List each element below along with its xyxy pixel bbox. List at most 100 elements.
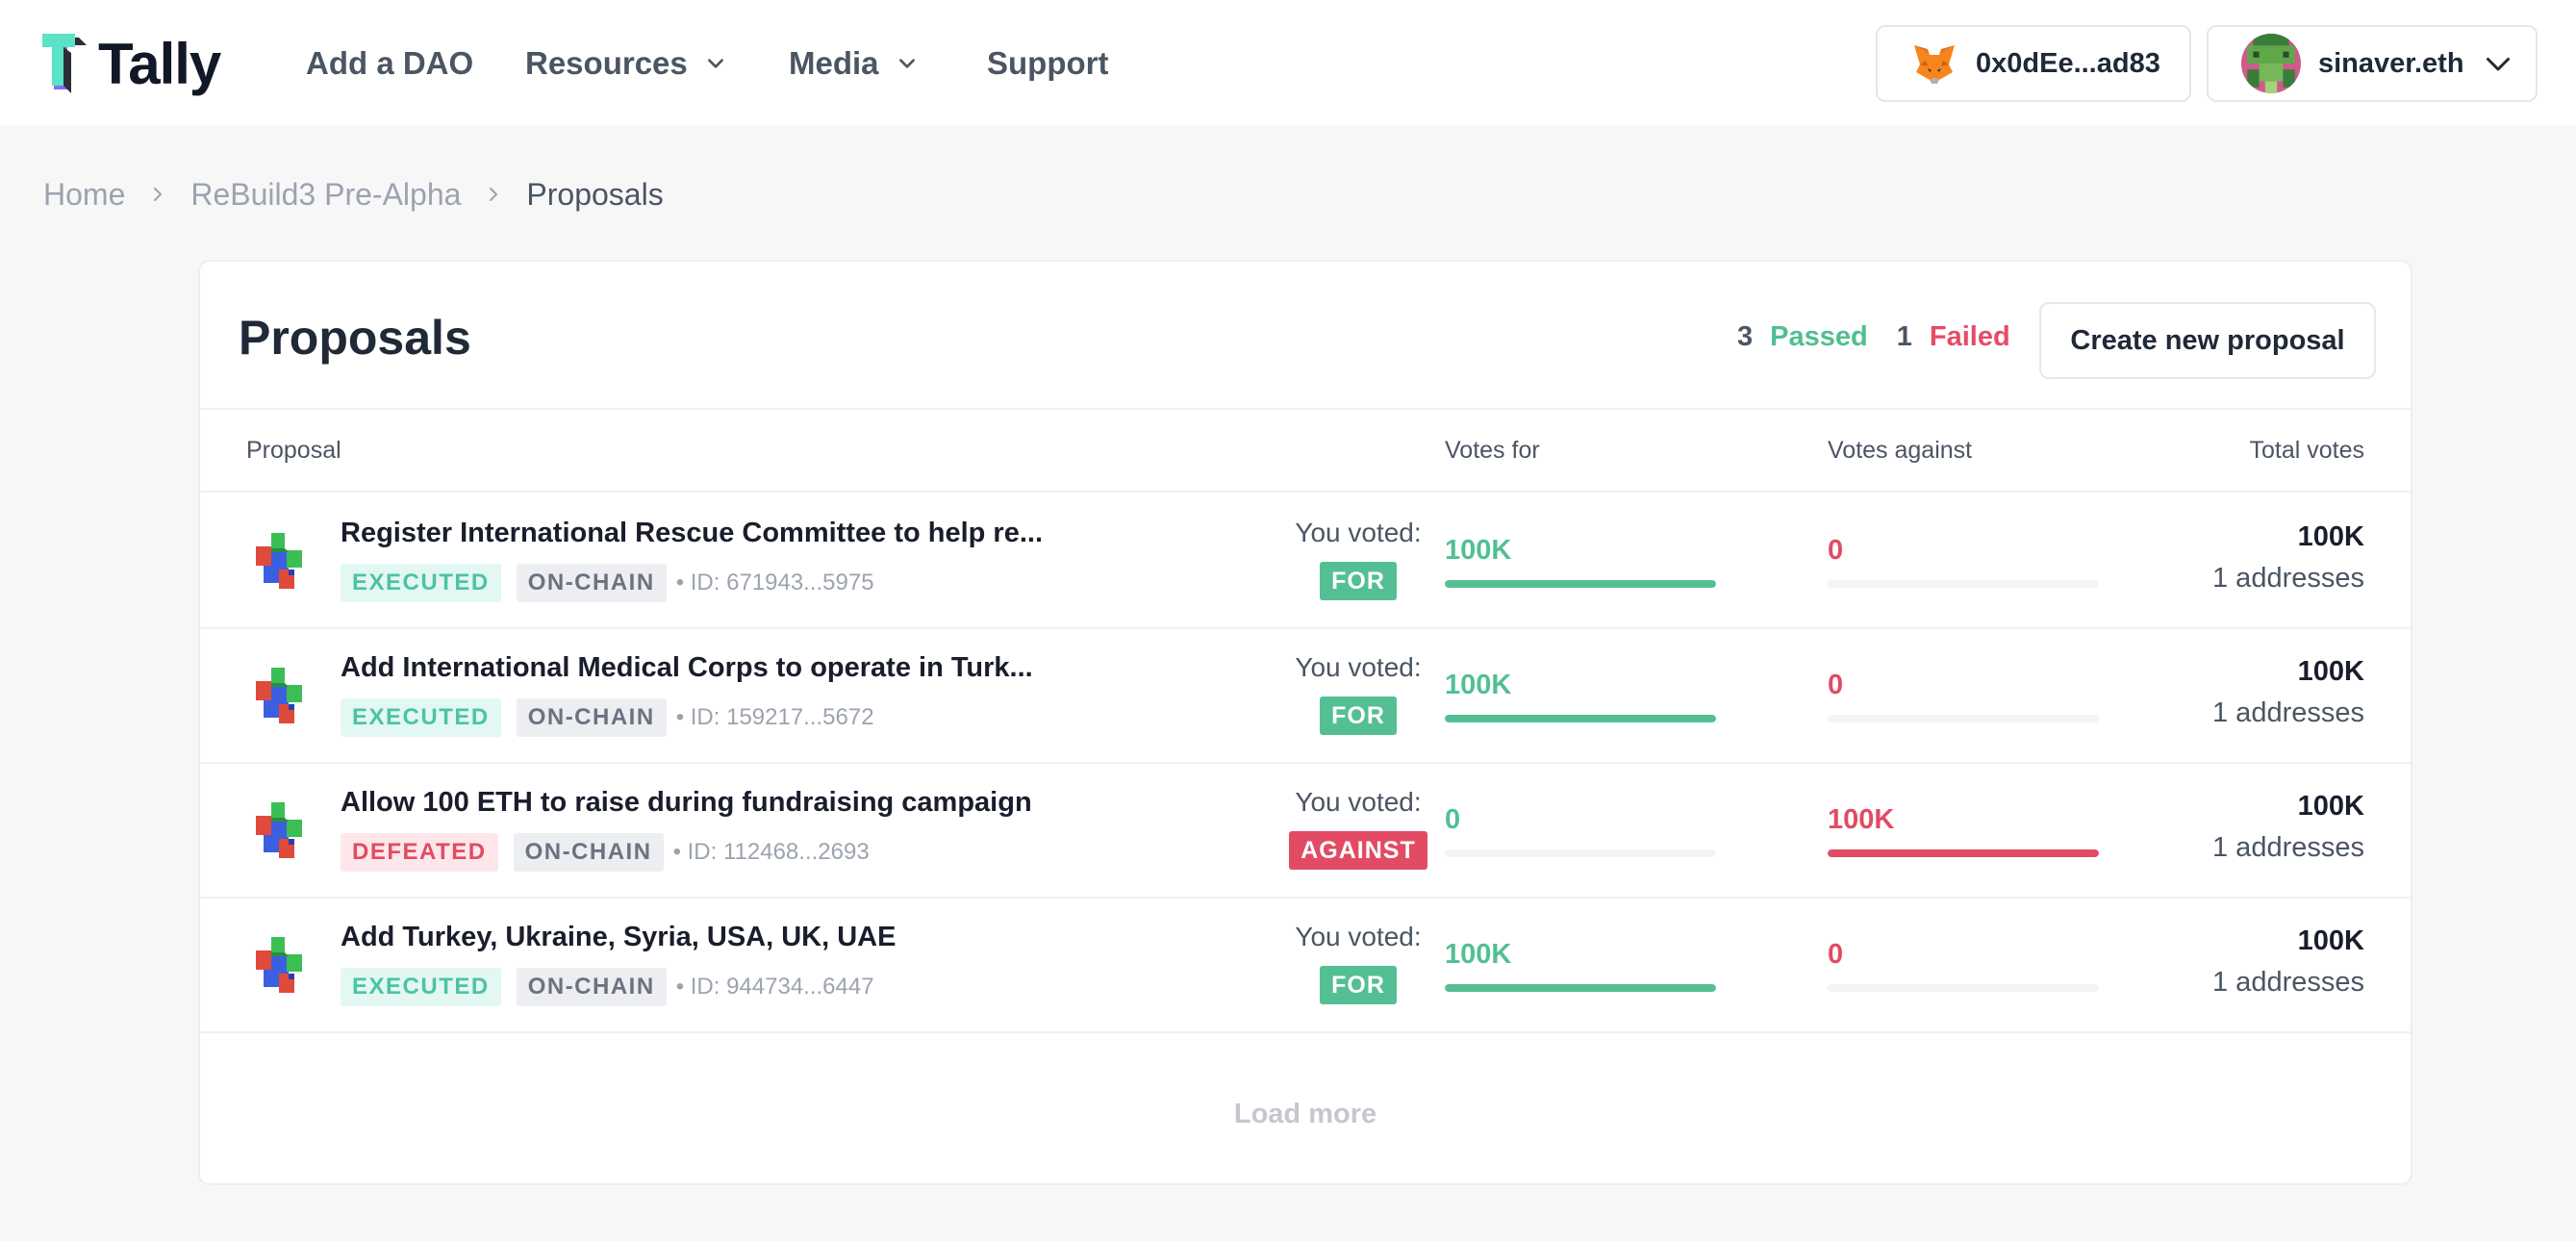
votes-for-value: 0 — [1445, 804, 1461, 835]
proposal-title[interactable]: Add International Medical Corps to opera… — [341, 652, 1033, 683]
proposal-id: • ID: 112468...2693 — [672, 839, 870, 865]
total-addresses: 1 addresses — [2212, 832, 2364, 863]
votes-against-bar — [1828, 580, 2099, 588]
votes-for-value: 100K — [1445, 535, 1512, 566]
proposals-card: Proposals 3 Passed 1 Failed Create new p… — [198, 260, 2412, 1185]
proposal-meta: EXECUTED ON-CHAIN • ID: 159217...5672 — [341, 698, 874, 737]
page-title: Proposals — [239, 311, 471, 365]
nav-media[interactable]: Media — [789, 40, 918, 87]
passed-count: 3 — [1737, 321, 1754, 352]
breadcrumb-home[interactable]: Home — [43, 176, 126, 212]
you-voted-label: You voted: — [1295, 518, 1422, 547]
chevron-down-icon — [707, 59, 723, 68]
proposal-title[interactable]: Register International Rescue Committee … — [341, 518, 1043, 548]
votes-for-bar — [1445, 984, 1716, 992]
chain-type-badge: ON-CHAIN — [513, 833, 664, 872]
votes-for-value: 100K — [1445, 939, 1512, 970]
votes-against-bar — [1828, 984, 2099, 992]
proposal-stats: 3 Passed 1 Failed — [1737, 321, 2010, 353]
wallet-button[interactable]: 0x0dEe...ad83 — [1876, 25, 2191, 102]
vote-badge: AGAINST — [1289, 831, 1427, 870]
column-header-votes-against: Votes against — [1828, 437, 1973, 464]
your-vote: You voted: FOR — [1195, 518, 1522, 600]
proposal-row[interactable]: Allow 100 ETH to raise during fundraisin… — [200, 764, 2411, 899]
breadcrumb-current: Proposals — [526, 176, 664, 212]
status-badge: EXECUTED — [341, 968, 501, 1006]
votes-for-bar-fill — [1445, 580, 1716, 588]
chain-type-badge: ON-CHAIN — [516, 698, 667, 737]
failed-count: 1 — [1896, 321, 1912, 352]
dao-cube-icon — [256, 802, 302, 858]
column-header-proposal: Proposal — [246, 437, 341, 464]
logo-text: Tally — [98, 31, 221, 96]
create-proposal-button[interactable]: Create new proposal — [2039, 302, 2376, 379]
votes-against-bar-fill — [1828, 849, 2099, 857]
votes-against-bar — [1828, 715, 2099, 722]
total-votes-value: 100K — [2297, 925, 2364, 956]
chevron-down-icon — [898, 59, 915, 68]
total-addresses: 1 addresses — [2212, 697, 2364, 728]
total-votes-value: 100K — [2297, 521, 2364, 552]
nav-add-a-dao[interactable]: Add a DAO — [306, 40, 473, 87]
chevron-right-icon — [490, 188, 498, 201]
you-voted-label: You voted: — [1295, 922, 1422, 951]
your-vote: You voted: AGAINST — [1195, 787, 1522, 870]
proposal-meta: EXECUTED ON-CHAIN • ID: 944734...6447 — [341, 968, 874, 1006]
votes-for-bar — [1445, 715, 1716, 722]
status-badge: DEFEATED — [341, 833, 498, 872]
votes-for-cell: 100K — [1445, 670, 1716, 722]
status-badge: EXECUTED — [341, 698, 501, 737]
proposal-title[interactable]: Allow 100 ETH to raise during fundraisin… — [341, 787, 1032, 818]
vote-badge: FOR — [1320, 966, 1397, 1004]
proposal-row[interactable]: Register International Rescue Committee … — [200, 494, 2411, 629]
dao-cube-icon — [256, 533, 302, 589]
nav-support-label: Support — [987, 45, 1109, 81]
votes-for-cell: 100K — [1445, 939, 1716, 992]
passed-label: Passed — [1770, 321, 1868, 352]
your-vote: You voted: FOR — [1195, 652, 1522, 735]
chain-type-badge: ON-CHAIN — [516, 968, 667, 1006]
votes-against-value: 0 — [1828, 535, 1844, 566]
proposal-title[interactable]: Add Turkey, Ukraine, Syria, USA, UK, UAE — [341, 922, 897, 952]
dao-cube-icon — [256, 937, 302, 993]
avatar — [2241, 34, 2301, 93]
votes-against-bar — [1828, 849, 2099, 857]
proposal-meta: EXECUTED ON-CHAIN • ID: 671943...5975 — [341, 564, 874, 602]
nav-resources-label: Resources — [525, 45, 688, 81]
nav-resources[interactable]: Resources — [525, 40, 726, 87]
votes-against-value: 100K — [1828, 804, 1895, 835]
dao-cube-icon — [256, 668, 302, 723]
tally-logo-icon — [42, 34, 87, 93]
votes-for-cell: 0 — [1445, 804, 1716, 857]
top-navigation-bar: Tally Add a DAO Resources Media Support … — [0, 0, 2576, 125]
proposal-id: • ID: 671943...5975 — [675, 570, 874, 595]
total-votes-value: 100K — [2297, 791, 2364, 822]
votes-against-cell: 0 — [1828, 535, 2099, 588]
votes-against-cell: 0 — [1828, 670, 2099, 722]
total-addresses: 1 addresses — [2212, 967, 2364, 998]
breadcrumb: Home ReBuild3 Pre-Alpha Proposals — [43, 173, 664, 215]
proposal-meta: DEFEATED ON-CHAIN • ID: 112468...2693 — [341, 833, 870, 872]
load-more-button[interactable]: Load more — [1233, 1099, 1377, 1129]
nav-support[interactable]: Support — [987, 40, 1108, 87]
total-votes-cell: 100K 1 addresses — [2212, 791, 2364, 864]
proposal-row[interactable]: Add International Medical Corps to opera… — [200, 629, 2411, 764]
votes-against-value: 0 — [1828, 939, 1844, 970]
card-header: Proposals 3 Passed 1 Failed Create new p… — [200, 262, 2411, 410]
column-header-votes-for: Votes for — [1445, 437, 1540, 464]
nav-media-label: Media — [789, 45, 879, 81]
chevron-down-icon — [2486, 58, 2510, 71]
tally-logo[interactable]: Tally — [42, 27, 221, 100]
pixel-avatar-icon — [2241, 34, 2301, 93]
breadcrumb-dao[interactable]: ReBuild3 Pre-Alpha — [190, 176, 462, 212]
votes-for-bar-fill — [1445, 715, 1716, 722]
chain-type-badge: ON-CHAIN — [516, 564, 667, 602]
votes-for-bar — [1445, 849, 1716, 857]
votes-against-cell: 0 — [1828, 939, 2099, 992]
column-header-total-votes: Total votes — [2249, 437, 2364, 464]
wallet-address: 0x0dEe...ad83 — [1976, 47, 2160, 79]
proposal-row[interactable]: Add Turkey, Ukraine, Syria, USA, UK, UAE… — [200, 899, 2411, 1033]
total-addresses: 1 addresses — [2212, 563, 2364, 594]
user-menu-button[interactable]: sinaver.eth — [2207, 25, 2538, 102]
votes-for-cell: 100K — [1445, 535, 1716, 588]
